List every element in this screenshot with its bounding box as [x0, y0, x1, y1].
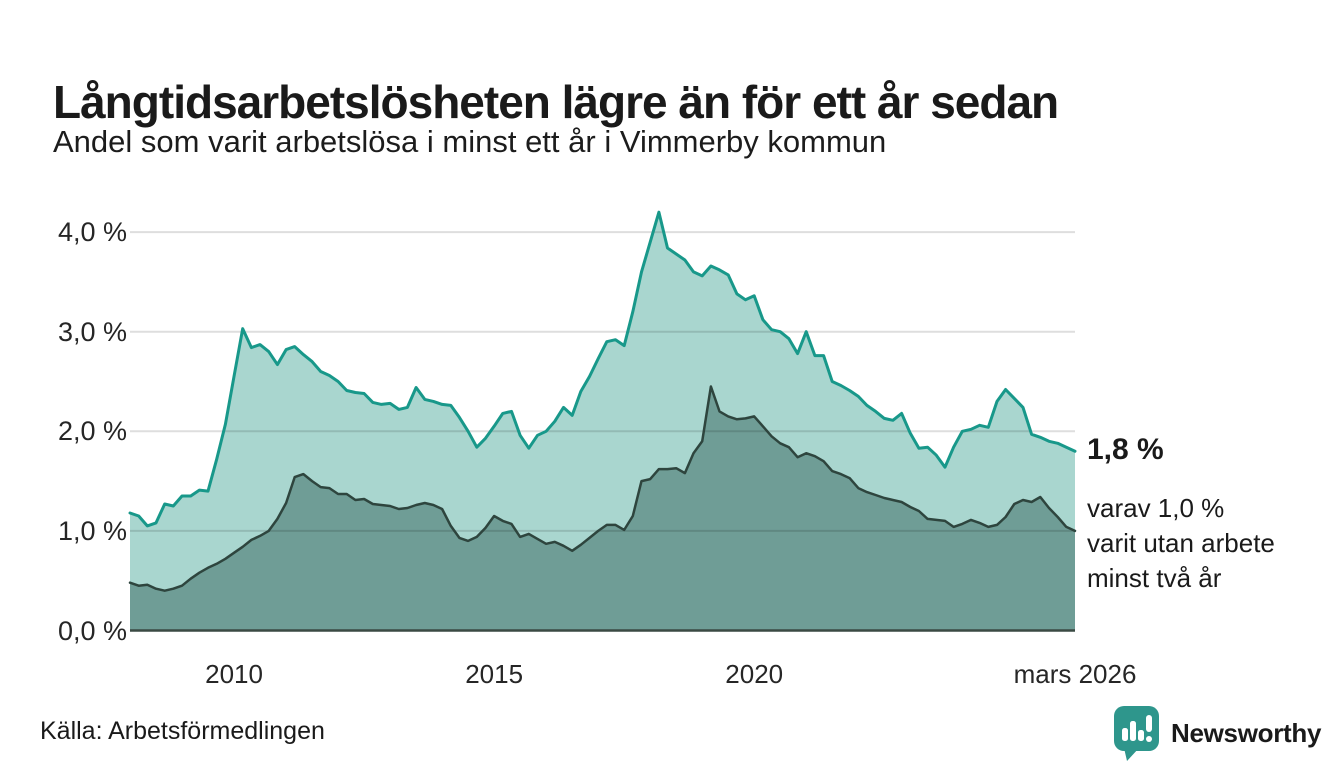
area-fill-min-two-years	[130, 386, 1075, 631]
x-axis-label: 2020	[725, 659, 784, 689]
y-axis-label: 3,0 %	[57, 316, 127, 347]
page-subtitle: Andel som varit arbetslösa i minst ett å…	[53, 124, 887, 159]
newsworthy-logo-icon	[1114, 706, 1159, 761]
end-note-line: minst två år	[1087, 563, 1222, 593]
x-axis-label: mars 2026	[1013, 659, 1137, 689]
source-note: Källa: Arbetsförmedlingen	[40, 717, 325, 745]
end-value-label: 1,8 %	[1087, 433, 1164, 466]
line-min-one-year	[128, 210, 1077, 528]
newsworthy-logo: Newsworthy	[1113, 705, 1321, 762]
x-axis-label: 2010	[205, 659, 263, 689]
end-note-line: varav 1,0 %	[1087, 493, 1225, 523]
area-fill-min-one-year	[130, 212, 1075, 631]
line-min-two-years	[128, 385, 1077, 592]
end-note: varav 1,0 % varit utan arbete minst två …	[1087, 491, 1275, 596]
end-note-line: varit utan arbete	[1087, 528, 1275, 558]
y-axis-label: 2,0 %	[57, 416, 127, 447]
x-axis-label: 2015	[465, 659, 524, 689]
y-axis-label: 1,0 %	[57, 515, 127, 546]
page-title: Långtidsarbetslösheten lägre än för ett …	[53, 75, 1059, 128]
y-axis-label: 0,0 %	[57, 615, 127, 646]
newsworthy-logo-text: Newsworthy	[1171, 718, 1322, 748]
y-axis-label: 4,0 %	[57, 217, 127, 248]
